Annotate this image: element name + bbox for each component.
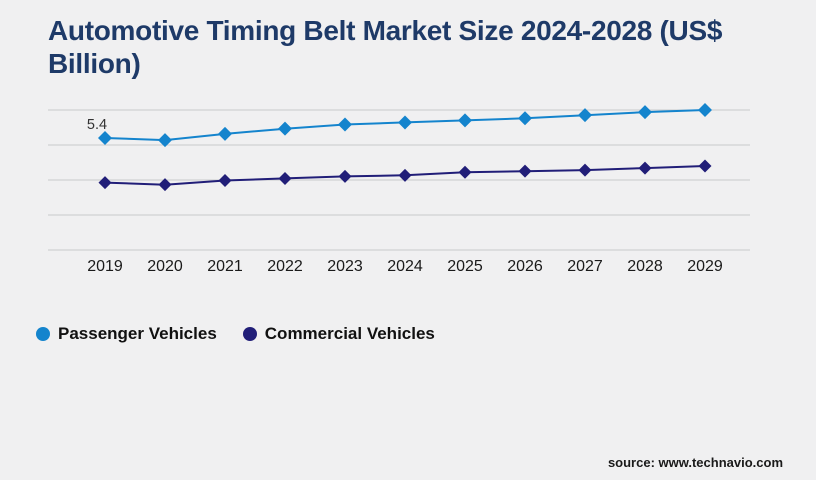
x-tick-label-2027: 2027 [567, 258, 603, 275]
chart-title-line2: Billion) [48, 48, 141, 80]
commercial-marker-2026 [518, 164, 532, 178]
passenger-marker-2023 [338, 117, 352, 132]
legend-item-commercial-vehicles: Commercial Vehicles [242, 324, 435, 344]
commercial-marker-2028 [638, 161, 652, 175]
legend-item-passenger-vehicles: Passenger Vehicles [36, 324, 217, 344]
chart-title-line1: Automotive Timing Belt Market Size 2024-… [48, 15, 723, 46]
passenger-marker-2029 [698, 103, 712, 117]
data-label-5.4: 5.4 [87, 117, 107, 133]
x-tick-label-2023: 2023 [327, 258, 363, 275]
commercial-marker-2022 [278, 171, 292, 185]
passenger-marker-2020 [158, 133, 172, 148]
chart-title: Automotive Timing Belt Market Size 2024-… [48, 14, 754, 80]
x-tick-label-2028: 2028 [627, 258, 663, 275]
commercial-marker-2025 [458, 165, 472, 179]
passenger-marker-2022 [278, 121, 292, 136]
x-tick-label-2029: 2029 [687, 258, 723, 275]
passenger-marker-2021 [218, 126, 232, 141]
passenger-marker-2027 [578, 108, 592, 123]
passenger-marker-2026 [518, 111, 532, 126]
x-tick-label-2024: 2024 [387, 258, 423, 275]
market-size-line-chart: 2019 2020 2021 2022 2023 2024 2025 2026 2027 2028… [48, 103, 750, 275]
commercial-marker-2023 [338, 169, 352, 183]
passenger-marker-2028 [638, 105, 652, 120]
x-tick-label-2020: 2020 [147, 258, 183, 275]
chart-legend: Passenger Vehicles Commercial Vehicles [36, 324, 435, 344]
commercial-marker-2020 [158, 178, 172, 192]
commercial-marker-2019 [98, 176, 112, 190]
source-attribution: source: www.technavio.com [607, 455, 783, 470]
x-tick-label-2022: 2022 [267, 258, 303, 275]
passenger-series-dot-icon [36, 327, 50, 341]
commercial-marker-2024 [398, 168, 412, 182]
commercial-marker-2029 [698, 159, 712, 173]
x-tick-label-2026: 2026 [507, 258, 543, 275]
x-tick-label-2025: 2025 [447, 258, 483, 275]
commercial-series-dot-icon [242, 327, 257, 341]
x-tick-label-2021: 2021 [207, 258, 243, 275]
x-tick-label-2019: 2019 [87, 258, 123, 275]
commercial-marker-2021 [218, 174, 232, 188]
legend-label-commercial: Commercial Vehicles [264, 324, 435, 343]
passenger-marker-2019 [98, 131, 112, 145]
passenger-marker-2025 [458, 113, 472, 128]
commercial-marker-2027 [578, 163, 592, 177]
passenger-marker-2024 [398, 115, 412, 130]
legend-label-passenger: Passenger Vehicles [58, 324, 217, 343]
